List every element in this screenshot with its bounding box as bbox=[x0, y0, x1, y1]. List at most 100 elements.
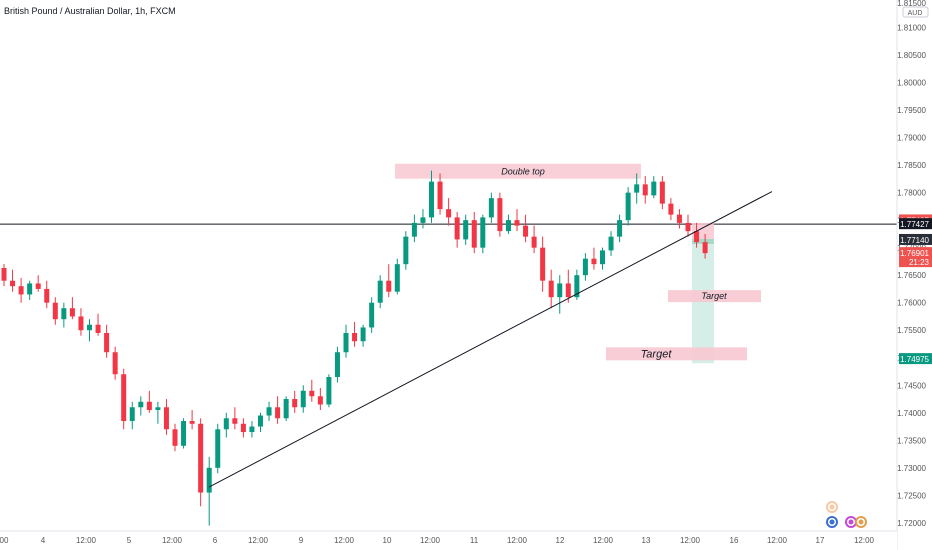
x-tick-label: 00 bbox=[0, 536, 9, 545]
candle-body[interactable] bbox=[403, 236, 409, 265]
candle-body[interactable] bbox=[215, 429, 221, 468]
candle-body[interactable] bbox=[352, 332, 358, 342]
x-tick-label: 6 bbox=[213, 536, 218, 545]
candle-body[interactable] bbox=[155, 407, 161, 411]
candle-body[interactable] bbox=[18, 286, 24, 295]
candle-body[interactable] bbox=[146, 401, 152, 411]
candle-body[interactable] bbox=[27, 283, 33, 295]
candle-body[interactable] bbox=[232, 418, 238, 424]
candle-body[interactable] bbox=[266, 407, 272, 416]
price-label-badge bbox=[899, 247, 932, 268]
candle-body[interactable] bbox=[300, 390, 306, 408]
candle-body[interactable] bbox=[95, 324, 101, 333]
candle-body[interactable] bbox=[112, 352, 118, 375]
candle-body[interactable] bbox=[702, 242, 708, 254]
candle-body[interactable] bbox=[172, 429, 178, 446]
x-tick-label: 12:00 bbox=[248, 536, 269, 545]
candle-body[interactable] bbox=[668, 203, 674, 215]
y-tick-label: 1.74500 bbox=[897, 381, 926, 390]
candle-body[interactable] bbox=[360, 327, 366, 342]
candle-body[interactable] bbox=[463, 220, 469, 240]
candle-body[interactable] bbox=[35, 283, 41, 289]
candle-body[interactable] bbox=[676, 214, 682, 223]
candle-body[interactable] bbox=[488, 198, 494, 218]
candle-body[interactable] bbox=[557, 283, 563, 298]
candle-body[interactable] bbox=[69, 308, 75, 317]
candle-body[interactable] bbox=[1, 268, 7, 281]
candle-body[interactable] bbox=[78, 316, 84, 331]
candle-body[interactable] bbox=[480, 217, 486, 248]
candle-body[interactable] bbox=[129, 407, 135, 422]
candle-body[interactable] bbox=[582, 258, 588, 276]
candle-body[interactable] bbox=[505, 220, 511, 232]
candle-body[interactable] bbox=[429, 181, 434, 218]
candle-body[interactable] bbox=[283, 399, 289, 419]
candle-body[interactable] bbox=[138, 401, 144, 408]
candle-body[interactable] bbox=[309, 390, 315, 397]
candle-body[interactable] bbox=[52, 302, 58, 320]
candle-body[interactable] bbox=[514, 220, 520, 226]
candle-body[interactable] bbox=[617, 220, 623, 237]
candle-body[interactable] bbox=[531, 236, 537, 248]
price-label-badge bbox=[899, 218, 932, 230]
candle-body[interactable] bbox=[369, 302, 375, 328]
candle-body[interactable] bbox=[181, 421, 187, 446]
target-zone-1[interactable] bbox=[668, 290, 761, 303]
x-tick-label: 13 bbox=[642, 536, 651, 545]
candle-body[interactable] bbox=[249, 426, 255, 433]
candle-body[interactable] bbox=[523, 225, 529, 237]
candle-body[interactable] bbox=[121, 374, 127, 422]
candle-body[interactable] bbox=[540, 247, 546, 281]
y-tick-label: 1.78000 bbox=[897, 189, 926, 198]
candle-body[interactable] bbox=[87, 324, 92, 331]
candle-body[interactable] bbox=[317, 396, 323, 405]
candle-body[interactable] bbox=[394, 264, 400, 292]
currency-badge[interactable] bbox=[902, 6, 929, 18]
candle-body[interactable] bbox=[642, 184, 648, 196]
y-tick-label: 1.76000 bbox=[897, 299, 926, 308]
candle-body[interactable] bbox=[163, 407, 169, 430]
candle-body[interactable] bbox=[104, 332, 110, 353]
candle-body[interactable] bbox=[591, 258, 597, 265]
candle-body[interactable] bbox=[608, 236, 614, 251]
candle-body[interactable] bbox=[634, 184, 640, 193]
candle-body[interactable] bbox=[198, 423, 204, 493]
candle-body[interactable] bbox=[694, 231, 700, 243]
candle-body[interactable] bbox=[446, 209, 452, 218]
candle-body[interactable] bbox=[377, 280, 383, 303]
target-zone-2[interactable] bbox=[606, 347, 747, 361]
ascending-trendline[interactable] bbox=[208, 191, 773, 488]
candle-body[interactable] bbox=[600, 250, 605, 265]
candle-body[interactable] bbox=[437, 181, 443, 210]
candle-body[interactable] bbox=[497, 198, 503, 232]
candle-body[interactable] bbox=[386, 280, 392, 292]
candle-body[interactable] bbox=[651, 181, 657, 196]
candle-body[interactable] bbox=[10, 280, 16, 287]
candle-body[interactable] bbox=[258, 415, 263, 427]
candle-body[interactable] bbox=[223, 418, 229, 430]
candle-body[interactable] bbox=[275, 407, 281, 419]
candle-body[interactable] bbox=[565, 283, 571, 298]
candle-body[interactable] bbox=[685, 222, 691, 232]
target-label-1: Target bbox=[701, 291, 727, 301]
candle-body[interactable] bbox=[471, 220, 477, 248]
candle-body[interactable] bbox=[334, 352, 340, 377]
candle-body[interactable] bbox=[574, 275, 580, 298]
candle-body[interactable] bbox=[206, 467, 212, 493]
candle-body[interactable] bbox=[240, 423, 246, 433]
candle-body[interactable] bbox=[292, 399, 298, 408]
candle-body[interactable] bbox=[411, 222, 417, 237]
candle-body[interactable] bbox=[189, 421, 195, 424]
candle-body[interactable] bbox=[625, 192, 631, 221]
candle-body[interactable] bbox=[548, 280, 554, 298]
candle-body[interactable] bbox=[44, 288, 50, 303]
candle-body[interactable] bbox=[61, 308, 67, 320]
candle-body[interactable] bbox=[326, 376, 332, 405]
candle-body[interactable] bbox=[343, 332, 349, 353]
candle-body[interactable] bbox=[659, 181, 665, 204]
y-tick-label: 1.80000 bbox=[897, 79, 926, 88]
candle-body[interactable] bbox=[420, 217, 426, 223]
double-top-zone[interactable] bbox=[395, 163, 641, 179]
candle-body[interactable] bbox=[454, 217, 460, 240]
